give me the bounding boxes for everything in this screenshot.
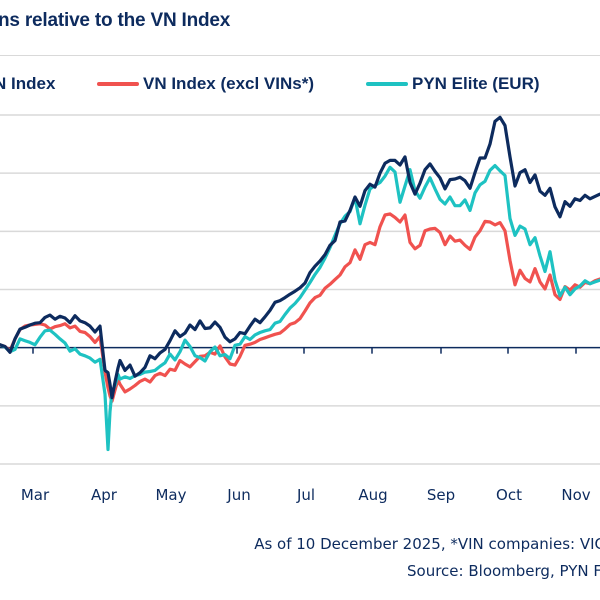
- x-tick-label: May: [155, 486, 186, 504]
- title-divider: [0, 55, 600, 56]
- series-line-vn-index-excl-vins: [0, 212, 600, 403]
- legend-item-vn-index: N Index: [0, 74, 55, 94]
- x-tick-label: Aug: [358, 486, 387, 504]
- x-tick-label: Sep: [427, 486, 455, 504]
- x-tick-label: Jul: [296, 486, 315, 504]
- series-line-vn-index: [0, 115, 600, 400]
- series-line-pyn-elite-eur: [0, 164, 600, 452]
- legend-label-pyn-elite: PYN Elite (EUR): [412, 74, 540, 93]
- legend-swatch-red: [97, 82, 139, 86]
- chart-source: Source: Bloomberg, PYN F: [407, 562, 600, 580]
- chart-note: As of 10 December 2025, *VIN companies: …: [254, 535, 600, 553]
- legend-label-vn-index-excl-vins: VN Index (excl VINs*): [143, 74, 315, 93]
- x-tick-label: Nov: [561, 486, 590, 504]
- x-tick-label: Jun: [226, 486, 250, 504]
- x-tick-label: Oct: [496, 486, 522, 504]
- legend-item-vn-index-excl-vins: VN Index (excl VINs*): [97, 74, 314, 94]
- legend-swatch-teal: [366, 82, 408, 86]
- x-axis: [0, 346, 600, 354]
- x-tick-label: Apr: [91, 486, 118, 504]
- chart-title: ns relative to the VN Index: [0, 10, 231, 31]
- x-tick-labels: Mar Apr May Jun Jul Aug Sep Oct Nov: [21, 486, 591, 504]
- line-chart: Mar Apr May Jun Jul Aug Sep Oct Nov: [0, 114, 600, 504]
- legend-label-vn-index: N Index: [0, 74, 56, 93]
- series-lines: [0, 115, 600, 452]
- x-tick-label: Mar: [21, 486, 50, 504]
- legend-item-pyn-elite: PYN Elite (EUR): [366, 74, 540, 94]
